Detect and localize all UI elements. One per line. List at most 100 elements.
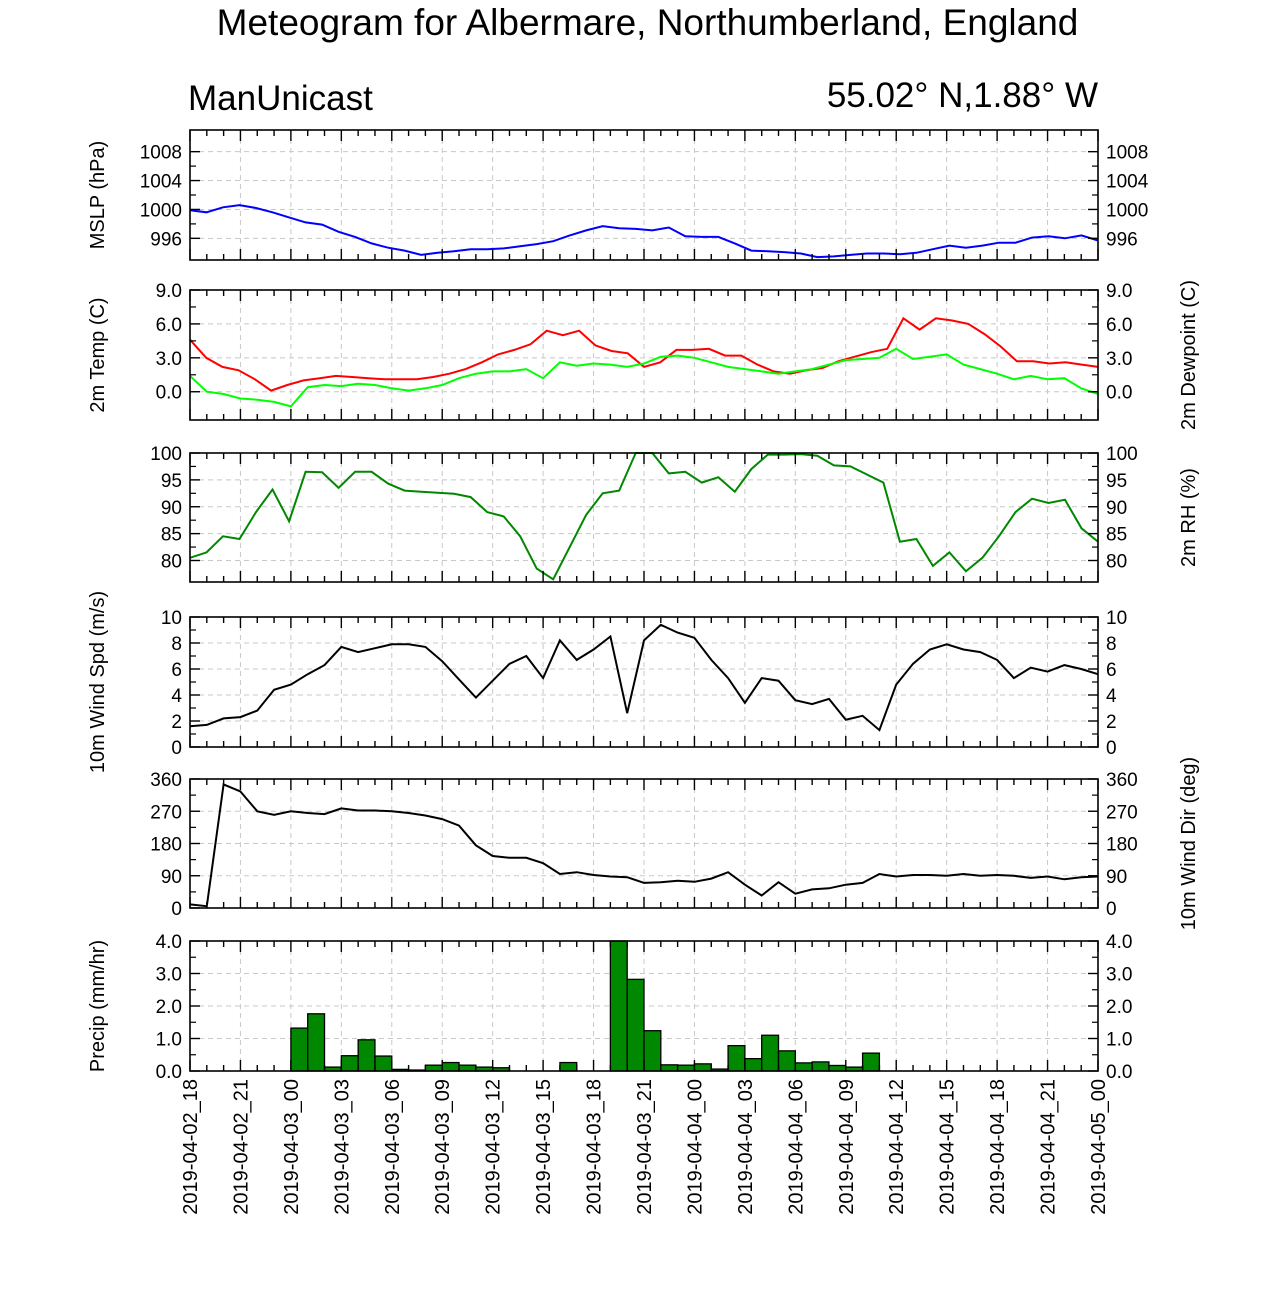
time-tick-label: 2019-04-04_00: [684, 1079, 706, 1215]
time-tick-label: 2019-04-04_06: [785, 1079, 807, 1215]
y-tick-label-left: 0.0: [156, 1062, 182, 1083]
precip-bar: [660, 1064, 679, 1072]
panel-mslp: 996 996 1000 1000 1004 1004 1008 1008 MSLP (hPa): [87, 129, 1149, 261]
precip-bar: [290, 1027, 309, 1072]
time-tick-label: 2019-04-03_15: [533, 1079, 555, 1215]
y-tick-label-left: 2: [171, 712, 182, 733]
time-tick-label: 2019-04-03_18: [584, 1079, 606, 1215]
y-axis-label-left: Precip (mm/hr): [87, 940, 109, 1072]
y-tick-label-left: 95: [161, 471, 182, 492]
y-tick-label-right: 95: [1106, 471, 1127, 492]
y-tick-label-right: 90: [1106, 867, 1127, 888]
y-axis-label-right: 2m Dewpoint (C): [1178, 280, 1200, 430]
y-tick-label-right: 100: [1106, 444, 1138, 465]
time-tick-label: 2019-04-03_00: [281, 1079, 303, 1215]
y-tick-label-right: 0.0: [1106, 1062, 1132, 1083]
y-tick-label-left: 8: [171, 634, 182, 655]
y-axis-label-left: MSLP (hPa): [87, 141, 109, 250]
time-tick-label: 2019-04-03_03: [331, 1079, 353, 1215]
time-tick-label: 2019-04-03_06: [382, 1079, 404, 1215]
model-label: ManUnicast: [188, 79, 373, 118]
precip-bar: [794, 1062, 813, 1072]
time-tick-label: 2019-04-03_09: [432, 1079, 454, 1215]
y-tick-label-left: 3.0: [156, 965, 182, 986]
precip-bar: [761, 1034, 780, 1072]
panel-wdir: 0 0 90 90 180 180 270 270 360 360 10m Wind Dir (de…: [150, 757, 1200, 930]
y-tick-label-left: 0: [171, 899, 182, 920]
precip-bar: [744, 1058, 763, 1072]
y-tick-label-right: 1004: [1106, 172, 1149, 193]
y-tick-label-right: 4.0: [1106, 932, 1132, 953]
y-tick-label-left: 2.0: [156, 997, 182, 1018]
precip-bar: [828, 1064, 847, 1072]
time-tick-label: 2019-04-04_12: [886, 1079, 908, 1215]
precip-bar: [340, 1055, 359, 1072]
panel-rh: 80 80 85 85 90 90 95 95 100 100 2m RH (%): [150, 444, 1200, 583]
y-tick-label-right: 2.0: [1106, 997, 1132, 1018]
y-tick-label-right: 6: [1106, 660, 1117, 681]
y-tick-label-right: 6.0: [1106, 315, 1132, 336]
y-tick-label-right: 1000: [1106, 200, 1148, 221]
y-tick-label-right: 3.0: [1106, 349, 1132, 370]
y-tick-label-left: 180: [150, 835, 182, 856]
precip-bar: [357, 1039, 376, 1072]
y-tick-label-left: 0.0: [156, 383, 182, 404]
y-tick-label-right: 0: [1106, 738, 1117, 759]
y-tick-label-right: 360: [1106, 770, 1138, 791]
precip-bar: [861, 1052, 881, 1072]
y-tick-label-right: 8: [1106, 634, 1117, 655]
y-tick-label-left: 1008: [140, 143, 182, 164]
wspd-series-line-0: [189, 623, 1099, 732]
y-tick-label-left: 80: [161, 552, 182, 573]
time-tick-label: 2019-04-02_21: [230, 1079, 252, 1215]
y-tick-label-right: 3.0: [1106, 965, 1132, 986]
y-axis-label-right: 2m RH (%): [1178, 468, 1200, 567]
y-tick-label-left: 1000: [140, 200, 182, 221]
precip-bar: [458, 1064, 477, 1072]
y-axis-label-right: 10m Wind Dir (deg): [1178, 757, 1200, 930]
y-tick-label-left: 1004: [140, 172, 183, 193]
y-tick-label-left: 90: [161, 498, 182, 519]
location-coordinates: 55.02° N,1.88° W: [826, 76, 1098, 115]
y-tick-label-left: 10: [161, 608, 182, 629]
y-tick-label-right: 270: [1106, 802, 1138, 823]
mslp-series-line-0: [189, 204, 1099, 259]
y-tick-label-left: 996: [150, 229, 182, 250]
precip-bar: [424, 1064, 443, 1072]
precip-bar: [643, 1030, 662, 1072]
precip-bar: [626, 978, 645, 1072]
panel-wspd: 0 0 2 2 4 4 6 6 8 8 10 10 10m Wind Spd (m/s): [87, 591, 1127, 773]
temp-series-line-0: [189, 316, 1099, 392]
y-tick-label-right: 9.0: [1106, 281, 1132, 302]
y-tick-label-left: 1.0: [156, 1030, 182, 1051]
y-tick-label-right: 85: [1106, 525, 1127, 546]
y-tick-label-right: 996: [1106, 229, 1138, 250]
precip-bar: [307, 1013, 326, 1072]
y-tick-label-right: 4: [1106, 686, 1117, 707]
time-tick-label: 2019-04-04_03: [735, 1079, 757, 1215]
precip-bar: [559, 1061, 578, 1072]
y-tick-label-right: 1008: [1106, 143, 1148, 164]
y-tick-label-right: 180: [1106, 835, 1138, 856]
y-tick-label-left: 4: [171, 686, 182, 707]
panel-temp: 0.0 0.0 3.0 3.0 6.0 6.0 9.0 9.0 2m Temp (C) 2m De…: [87, 280, 1200, 430]
y-tick-label-right: 1.0: [1106, 1030, 1132, 1051]
y-tick-label-right: 0: [1106, 899, 1117, 920]
y-axis-label-left: 2m Temp (C): [87, 297, 109, 412]
time-tick-label: 2019-04-04_15: [937, 1079, 959, 1215]
y-axis-label-left: 10m Wind Spd (m/s): [87, 591, 109, 773]
time-tick-label: 2019-04-03_21: [634, 1079, 656, 1215]
y-tick-label-left: 85: [161, 525, 182, 546]
y-tick-label-right: 80: [1106, 552, 1127, 573]
time-tick-label: 2019-04-02_18: [180, 1079, 202, 1215]
time-tick-label: 2019-04-05_00: [1088, 1079, 1110, 1215]
wdir-series-line-0: [189, 782, 1099, 908]
y-tick-label-left: 3.0: [156, 349, 182, 370]
y-tick-label-right: 0.0: [1106, 383, 1132, 404]
y-tick-label-right: 10: [1106, 608, 1127, 629]
time-tick-label: 2019-04-03_12: [483, 1079, 505, 1215]
time-tick-label: 2019-04-04_18: [987, 1079, 1009, 1215]
y-tick-label-left: 6.0: [156, 315, 182, 336]
y-tick-label-left: 90: [161, 867, 182, 888]
